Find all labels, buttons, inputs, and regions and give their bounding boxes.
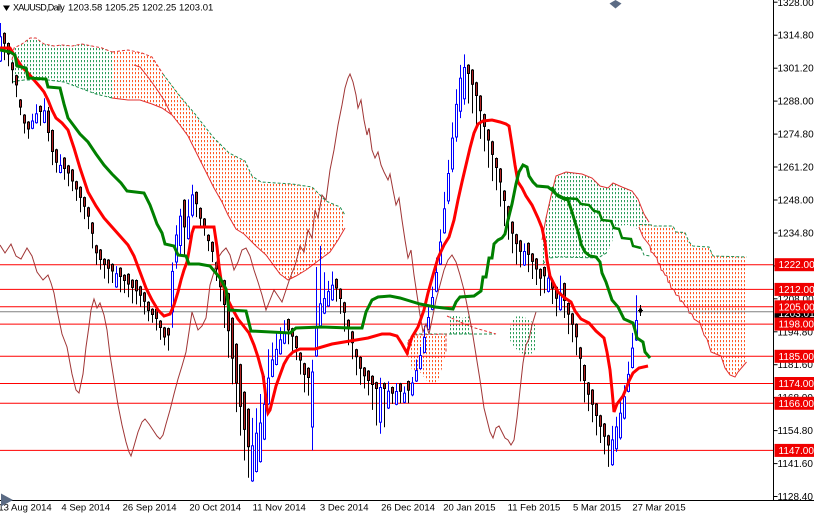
svg-text:1288.00: 1288.00 [778, 97, 814, 108]
svg-text:11 Nov 2014: 11 Nov 2014 [253, 503, 306, 514]
svg-text:3 Dec 2014: 3 Dec 2014 [320, 503, 369, 514]
svg-text:5 Mar 2015: 5 Mar 2015 [573, 503, 621, 514]
svg-text:13 Aug 2014: 13 Aug 2014 [0, 503, 52, 514]
svg-text:26 Sep 2014: 26 Sep 2014 [123, 503, 177, 514]
svg-text:1205.00: 1205.00 [779, 302, 814, 313]
svg-text:XAUUSD,Daily: XAUUSD,Daily [13, 3, 65, 13]
svg-text:1203.58 1205.25 1202.25 1203.0: 1203.58 1205.25 1202.25 1203.01 [68, 3, 213, 14]
svg-text:1274.80: 1274.80 [778, 130, 814, 141]
svg-text:1248.00: 1248.00 [778, 196, 814, 207]
svg-text:1314.80: 1314.80 [778, 31, 814, 42]
svg-text:1234.80: 1234.80 [778, 229, 814, 240]
svg-text:26 Dec 2014: 26 Dec 2014 [381, 503, 435, 514]
svg-text:1222.00: 1222.00 [779, 260, 814, 271]
svg-text:1212.00: 1212.00 [779, 285, 814, 296]
svg-text:1185.00: 1185.00 [779, 352, 814, 363]
svg-text:1141.60: 1141.60 [778, 459, 814, 470]
svg-text:1198.00: 1198.00 [779, 320, 814, 331]
svg-text:1128.40: 1128.40 [778, 492, 814, 503]
svg-text:27 Mar 2015: 27 Mar 2015 [632, 503, 685, 514]
svg-text:20 Oct 2014: 20 Oct 2014 [189, 503, 241, 514]
svg-text:11 Feb 2015: 11 Feb 2015 [508, 503, 561, 514]
svg-text:1147.00: 1147.00 [779, 446, 814, 457]
svg-text:20 Jan 2015: 20 Jan 2015 [443, 503, 495, 514]
svg-text:4 Sep 2014: 4 Sep 2014 [61, 503, 110, 514]
svg-text:1154.80: 1154.80 [778, 426, 814, 437]
svg-text:1174.00: 1174.00 [779, 379, 814, 390]
svg-text:1301.20: 1301.20 [778, 64, 814, 75]
svg-text:1261.20: 1261.20 [778, 163, 814, 174]
svg-text:1166.00: 1166.00 [779, 399, 814, 410]
svg-text:1328.00: 1328.00 [778, 0, 814, 9]
